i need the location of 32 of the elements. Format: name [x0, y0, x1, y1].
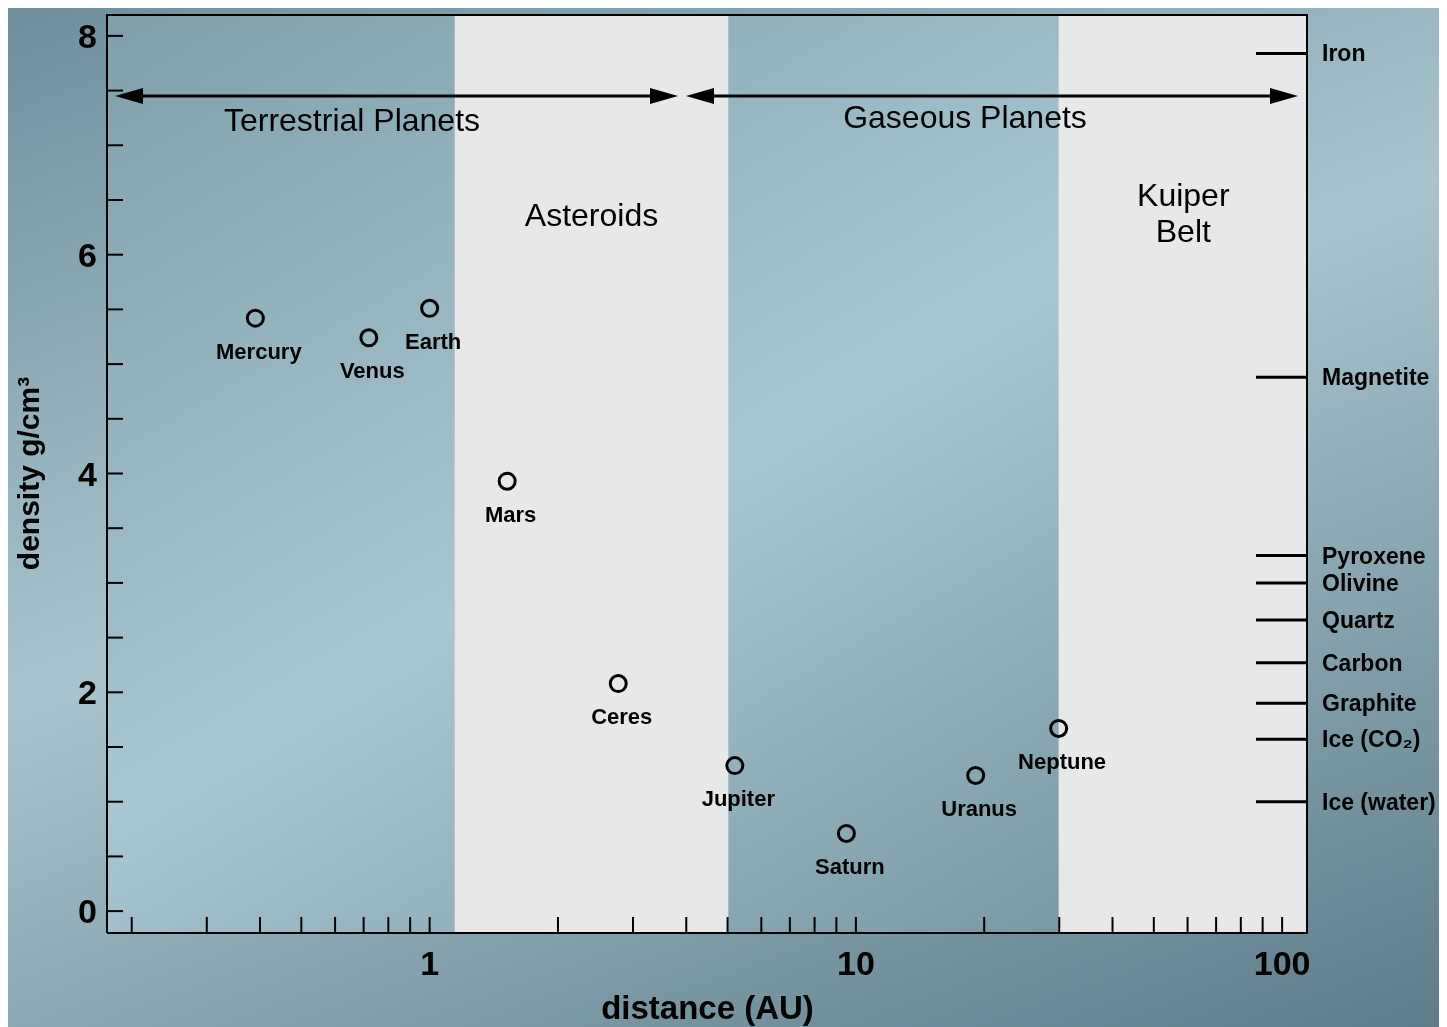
series-label: Uranus	[941, 795, 1018, 821]
ref-line-label: Olivine	[1322, 569, 1399, 596]
series-label: Jupiter	[701, 786, 776, 812]
x-axis-title: distance (AU)	[601, 989, 814, 1026]
ref-line-label: Magnetite	[1322, 364, 1430, 391]
y-tick-label: 2	[78, 673, 97, 712]
y-tick-label: 4	[78, 454, 98, 493]
y-tick-label: 0	[78, 892, 97, 931]
series-label: Ceres	[591, 704, 653, 730]
ref-line-label: Ice (CO₂)	[1322, 726, 1421, 753]
x-tick-label: 100	[1253, 944, 1311, 982]
x-tick-label: 1	[420, 944, 440, 982]
series-label: Neptune	[1018, 748, 1107, 774]
y-tick-label: 6	[78, 235, 97, 274]
x-tick-label: 10	[836, 944, 875, 982]
band-label: Kuiper Belt	[1137, 177, 1230, 249]
ref-line-label: Quartz	[1322, 607, 1395, 634]
series-label: Mars	[484, 501, 537, 527]
band-label: Asteroids	[524, 197, 659, 233]
series-label: Saturn	[815, 853, 885, 879]
y-tick-label: 8	[78, 16, 97, 55]
ref-line-label: Graphite	[1322, 690, 1417, 717]
y-axis-title: density g/cm³	[11, 376, 45, 571]
series-label: Venus	[339, 358, 405, 384]
series-label: Earth	[405, 328, 462, 354]
ref-line-label: Carbon	[1322, 649, 1403, 676]
ref-line-label: Iron	[1322, 40, 1366, 67]
annotation: Terrestrial Planets	[222, 102, 482, 139]
ref-line-label: Ice (water)	[1322, 788, 1436, 815]
annotation: Gaseous Planets	[842, 99, 1088, 136]
ref-line-label: Pyroxene	[1322, 542, 1426, 569]
series-label: Mercury	[216, 338, 303, 364]
